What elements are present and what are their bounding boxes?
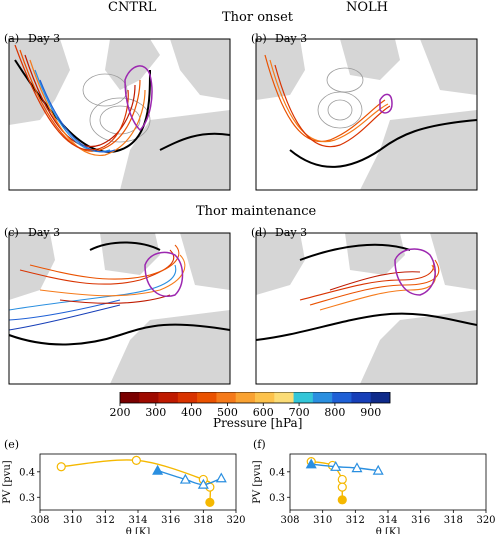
y-axis-label: PV [pvu]	[2, 460, 13, 504]
y-tick-label: 0.3	[19, 493, 35, 504]
colorbar-swatch	[370, 392, 391, 403]
x-tick-label: 320	[476, 515, 495, 526]
data-point	[337, 482, 347, 492]
y-tick-label: 0.4	[19, 467, 35, 478]
data-point	[337, 495, 347, 505]
series-line	[157, 469, 222, 486]
x-tick-label: 308	[280, 515, 299, 526]
panel-f-tag: (f)	[253, 438, 266, 451]
colorbar-tick-label: 300	[145, 406, 166, 419]
panel-c-day: Day 3	[28, 226, 61, 239]
plot-e: 308 310 312 314 316 318 320 0.3 0.4 θ [K] PV [pvu]	[2, 453, 245, 534]
colorbar-tick-label: 800	[324, 406, 345, 419]
x-axis-label: θ [K]	[376, 527, 401, 534]
panel-d-tag: (d)	[251, 226, 267, 239]
colorbar-swatch	[351, 392, 372, 403]
panel-b-map	[256, 39, 477, 190]
colorbar-label: Pressure [hPa]	[213, 416, 303, 430]
colorbar-swatch	[139, 392, 159, 403]
pressure-colorbar: 200 300 400 500 600 700 800 900	[110, 392, 391, 419]
x-tick-label: 312	[346, 515, 365, 526]
data-point	[197, 478, 209, 489]
panel-b-day: Day 3	[275, 32, 308, 45]
colorbar-swatch	[274, 392, 294, 403]
x-tick-label: 318	[444, 515, 463, 526]
x-tick-label: 314	[128, 515, 147, 526]
series-line	[311, 463, 379, 472]
colorbar-swatch	[158, 392, 179, 403]
panel-d-day: Day 3	[275, 226, 308, 239]
data-point	[351, 462, 363, 473]
data-point	[179, 473, 191, 484]
colorbar-swatch	[332, 392, 352, 403]
x-axis-label: θ [K]	[126, 527, 151, 534]
x-tick-label: 310	[63, 515, 82, 526]
colorbar-tick-label: 900	[360, 406, 381, 419]
colorbar-swatch	[197, 392, 217, 403]
x-tick-label: 316	[411, 515, 430, 526]
colorbar-swatch	[120, 392, 140, 403]
panel-d-map	[256, 233, 477, 384]
data-point	[337, 474, 347, 485]
colorbar-swatch	[216, 392, 237, 403]
data-point	[152, 464, 164, 475]
colorbar-tick-label: 500	[217, 406, 238, 419]
colorbar-swatch	[312, 392, 333, 403]
x-tick-label: 308	[30, 515, 49, 526]
colorbar-swatch	[255, 392, 275, 403]
colorbar-tick-label: 700	[289, 406, 310, 419]
plot-f: 308 310 312 314 316 318 320 0.3 0.4 θ [K] PV [pvu]	[252, 453, 495, 534]
panel-a-tag: (a)	[4, 32, 20, 45]
data-point	[215, 472, 227, 483]
data-point	[305, 458, 317, 469]
x-tick-label: 312	[96, 515, 115, 526]
panel-a-map	[9, 39, 230, 190]
row2-title: Thor maintenance	[196, 204, 317, 219]
row1-title: Thor onset	[222, 10, 294, 25]
panel-c-tag: (c)	[4, 226, 19, 239]
data-point	[205, 497, 215, 507]
y-tick-label: 0.3	[269, 493, 285, 504]
x-tick-label: 316	[161, 515, 180, 526]
x-tick-label: 310	[313, 515, 332, 526]
panel-c-map	[9, 233, 230, 384]
x-tick-label: 320	[226, 515, 245, 526]
panel-b-tag: (b)	[251, 32, 267, 45]
col-left-title: CNTRL	[108, 0, 157, 15]
colorbar-tick-label: 400	[181, 406, 202, 419]
y-tick-label: 0.4	[269, 467, 285, 478]
colorbar-tick-label: 600	[253, 406, 274, 419]
colorbar-swatch	[177, 392, 198, 403]
colorbar-swatch	[235, 392, 256, 403]
col-right-title: NOLH	[346, 0, 389, 15]
panel-a-day: Day 3	[28, 32, 61, 45]
data-point	[131, 455, 141, 465]
colorbar-tick-label: 200	[110, 406, 131, 419]
x-tick-label: 318	[194, 515, 213, 526]
panel-e-tag: (e)	[4, 438, 20, 451]
data-point	[330, 460, 342, 471]
data-point	[372, 464, 384, 475]
data-point	[56, 462, 66, 472]
colorbar-swatch	[293, 392, 314, 403]
x-tick-label: 314	[378, 515, 397, 526]
y-axis-label: PV [pvu]	[252, 460, 263, 504]
